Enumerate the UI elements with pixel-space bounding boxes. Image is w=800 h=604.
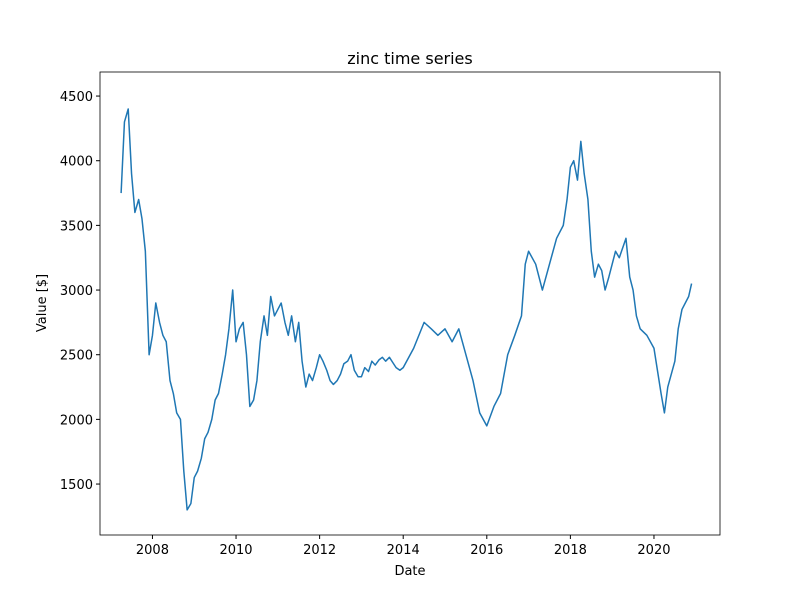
- x-tick-label: 2012: [303, 543, 336, 558]
- plot-frame: [99, 71, 721, 536]
- x-tick-label: 2016: [470, 543, 503, 558]
- y-tick-label: 4500: [60, 90, 93, 105]
- y-tick-label: 2000: [60, 413, 93, 428]
- x-axis-label: Date: [394, 564, 425, 579]
- chart-title: zinc time series: [347, 49, 472, 68]
- y-tick-label: 4000: [60, 155, 93, 170]
- x-tick-label: 2010: [219, 543, 252, 558]
- y-tick-label: 2500: [60, 349, 93, 364]
- x-tick-label: 2018: [554, 543, 587, 558]
- x-tick-label: 2014: [387, 543, 420, 558]
- line: [120, 108, 693, 511]
- x-tick-label: 2008: [136, 543, 169, 558]
- y-tick-label: 3000: [60, 284, 93, 299]
- y-tick-label: 3500: [60, 219, 93, 234]
- x-tick-label: 2020: [637, 543, 670, 558]
- y-axis-label: Value [$]: [35, 274, 50, 332]
- y-tick-label: 1500: [60, 478, 93, 493]
